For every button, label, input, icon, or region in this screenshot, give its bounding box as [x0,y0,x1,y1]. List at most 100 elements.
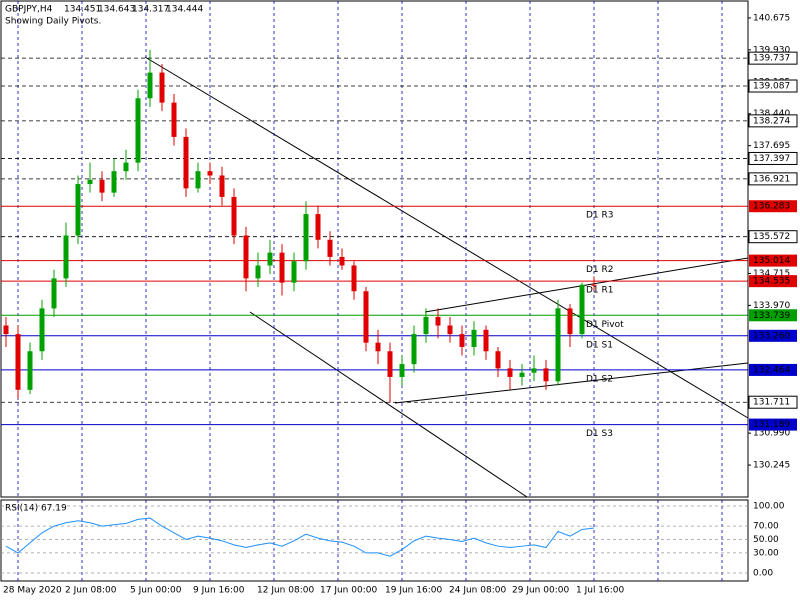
x-tick-label: 24 Jun 08:00 [449,586,506,596]
pivot-name: D1 R1 [586,286,614,296]
pivot-label: 136.283 [753,202,790,212]
candle-body [3,325,9,335]
symbol: GBPJPY,H4 [5,5,53,15]
level-box [748,395,798,409]
pivot-name: D1 S1 [586,340,613,350]
candle-body [543,368,549,382]
candle-body [111,171,117,193]
candle-body [591,284,597,286]
candle-body [99,179,105,193]
x-tick-label: 29 Jun 00:00 [512,586,569,596]
pivot-label: 133.260 [753,331,790,341]
candle-body [351,265,357,292]
x-tick-label: 2 Jun 08:00 [65,586,117,596]
level-box [748,79,798,93]
candle-body [519,372,525,377]
pivot-box [749,200,797,213]
candle-body [315,214,321,240]
candle-body [303,214,309,262]
candle-body [27,351,33,390]
candle-body [159,72,165,103]
level-box [748,151,798,165]
trend-line [144,56,749,419]
candle-body [411,334,417,365]
pivot-box [749,329,797,342]
pivot-name: D1 S3 [586,429,613,439]
candle-body [207,171,213,176]
candle-body [135,98,141,163]
rsi-title: RSI(14) 67.19 [5,504,67,514]
level-box [748,51,798,65]
candle-body [531,368,537,373]
candle-body [375,342,381,352]
rsi-line [5,517,595,557]
candle-body [579,284,585,335]
candle-body [63,235,69,279]
rsi-frame [0,499,749,582]
candle-body [447,325,453,335]
candle-body [147,72,153,99]
level-label: 131.711 [753,398,790,408]
pivot-label: 132.464 [753,365,790,375]
pivot-name: D1 R2 [586,265,614,275]
candle-body [15,334,21,390]
candle-body [423,316,429,335]
candle-body [279,252,285,283]
level-label: 137.397 [753,154,790,164]
x-tick-label: 19 Jun 16:00 [385,586,442,596]
candle-body [507,368,513,377]
candle-body [219,175,225,197]
level-label: 136.921 [753,174,790,184]
x-tick-label: 5 Jun 00:00 [130,586,182,596]
candle-body [483,329,489,352]
rsi-tick-label: 50.00 [753,535,779,545]
candle-body [387,351,393,377]
candle-body [75,184,81,236]
y-tick-label: 134.715 [753,269,790,279]
candle-body [51,278,57,309]
candle-body [399,364,405,377]
candle-body [327,239,333,257]
level-label: 138.274 [753,116,790,126]
pivot-label: 134.535 [753,277,790,287]
level-box [748,114,798,128]
candle-body [87,179,93,185]
pivot-name: D1 R3 [586,211,614,221]
ohlc-close: 134.444 [166,5,203,15]
ohlc-low: 134.317 [132,5,169,15]
candle-body [435,316,441,326]
x-tick-label: 9 Jun 16:00 [193,586,245,596]
level-label: 139.737 [753,54,790,64]
candle-body [39,308,45,352]
x-tick-label: 17 Jun 00:00 [320,586,377,596]
candle-body [255,265,261,279]
level-box [748,230,798,244]
pivot-label: 135.014 [753,256,790,266]
x-tick-label: 28 May 2020 [3,586,62,596]
y-tick-label: 138.440 [753,109,790,119]
level-box [748,172,798,186]
candle-body [363,291,369,343]
candle-body [495,351,501,369]
candle-body [459,334,465,347]
pivot-label: 131.189 [753,420,790,430]
y-tick-label: 140.675 [753,13,790,23]
candle-body [243,235,249,279]
trend-lines [144,56,749,498]
candle-body [555,308,561,382]
subtitle: Showing Daily Pivots. [5,17,101,27]
rsi-tick-label: 100.00 [753,502,785,512]
ohlc-high: 134.643 [98,5,135,15]
pivot-box [749,363,797,376]
candle-body [231,196,237,236]
y-tick-label: 133.970 [753,301,790,311]
candle-body [183,136,189,189]
level-label: 139.087 [753,82,790,92]
pivot-label: 133.739 [753,311,790,321]
level-label: 135.572 [753,232,790,242]
trend-line [424,257,749,313]
candle-body [171,102,177,137]
y-tick-label: 137.695 [753,141,790,151]
